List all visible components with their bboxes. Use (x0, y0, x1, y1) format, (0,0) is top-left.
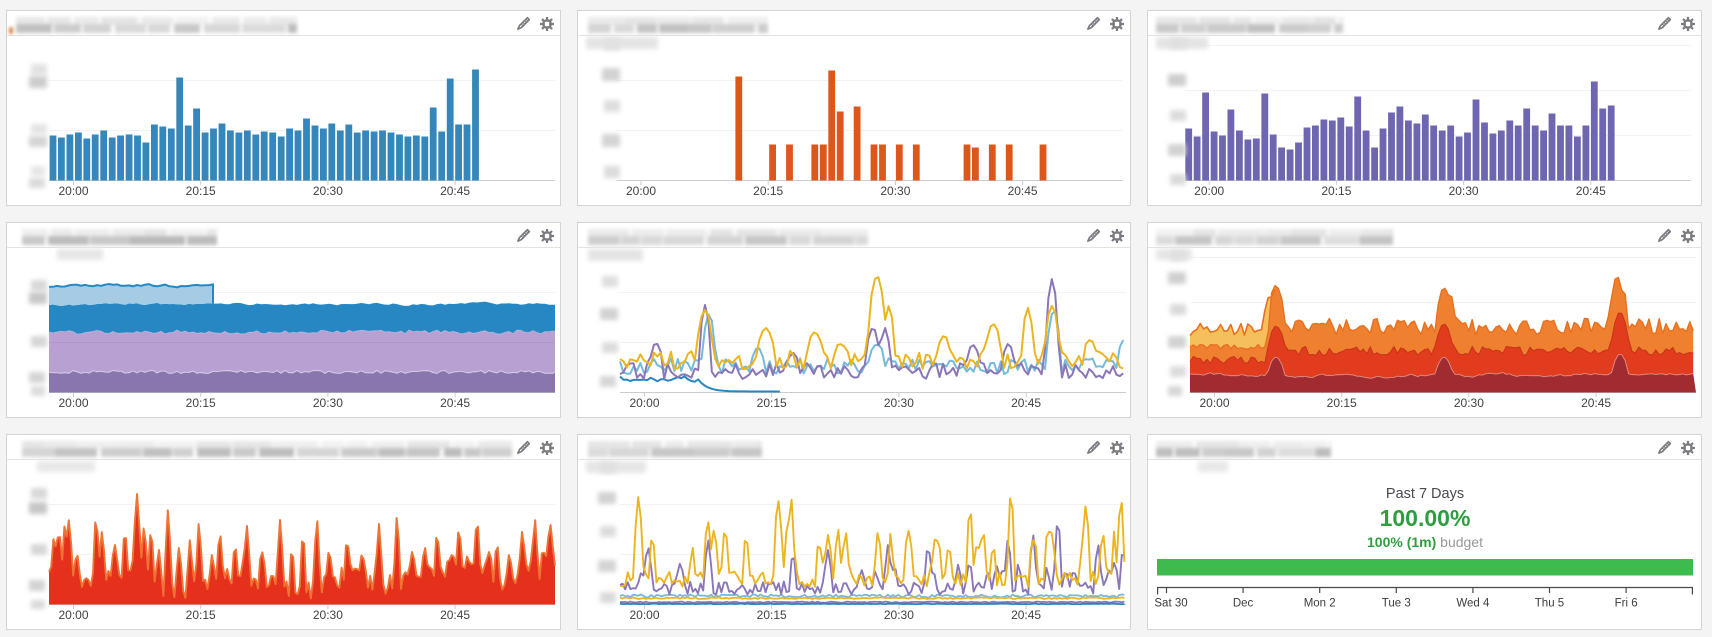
svg-text:Tue 3: Tue 3 (1382, 598, 1411, 610)
svg-text:20:15: 20:15 (1322, 184, 1352, 198)
svg-text:20:45: 20:45 (1011, 396, 1041, 410)
svg-text:20:00: 20:00 (1194, 184, 1224, 198)
svg-text:20:30: 20:30 (884, 608, 914, 622)
svg-text:20:00: 20:00 (629, 396, 659, 410)
svg-text:20:00: 20:00 (58, 184, 88, 198)
svg-text:20:45: 20:45 (440, 184, 470, 198)
svg-text:Sat 30: Sat 30 (1155, 598, 1188, 610)
svg-text:20:00: 20:00 (629, 608, 659, 622)
svg-text:100% (1m) budget: 100% (1m) budget (1367, 534, 1483, 550)
svg-text:20:15: 20:15 (186, 396, 216, 410)
svg-text:20:45: 20:45 (440, 396, 470, 410)
svg-text:20:15: 20:15 (753, 184, 783, 198)
svg-text:20:45: 20:45 (1576, 184, 1606, 198)
svg-text:20:15: 20:15 (186, 184, 216, 198)
svg-text:Past 7 Days: Past 7 Days (1386, 486, 1464, 502)
svg-text:20:30: 20:30 (880, 184, 910, 198)
svg-text:20:30: 20:30 (884, 396, 914, 410)
svg-text:20:30: 20:30 (313, 608, 343, 622)
svg-text:20:00: 20:00 (1200, 396, 1230, 410)
svg-text:Thu 5: Thu 5 (1535, 598, 1564, 610)
svg-text:20:45: 20:45 (1011, 608, 1041, 622)
svg-text:20:00: 20:00 (58, 396, 88, 410)
svg-text:20:15: 20:15 (756, 608, 786, 622)
svg-text:20:00: 20:00 (58, 608, 88, 622)
svg-text:Fri 6: Fri 6 (1615, 598, 1638, 610)
svg-text:20:15: 20:15 (186, 608, 216, 622)
svg-text:Dec: Dec (1233, 598, 1254, 610)
svg-text:Mon 2: Mon 2 (1304, 598, 1336, 610)
svg-text:20:00: 20:00 (626, 184, 656, 198)
svg-text:100.00%: 100.00% (1380, 505, 1471, 531)
svg-text:20:30: 20:30 (313, 396, 343, 410)
svg-text:20:45: 20:45 (1581, 396, 1611, 410)
svg-text:20:15: 20:15 (1327, 396, 1357, 410)
svg-text:20:45: 20:45 (1007, 184, 1037, 198)
svg-text:20:30: 20:30 (313, 184, 343, 198)
svg-text:Wed 4: Wed 4 (1457, 598, 1491, 610)
svg-text:20:30: 20:30 (1454, 396, 1484, 410)
svg-text:20:15: 20:15 (756, 396, 786, 410)
svg-text:20:45: 20:45 (440, 608, 470, 622)
svg-text:20:30: 20:30 (1449, 184, 1479, 198)
